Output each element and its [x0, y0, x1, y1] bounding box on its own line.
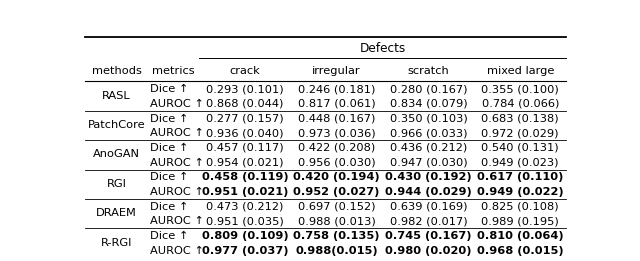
Text: 0.639 (0.169): 0.639 (0.169) — [390, 201, 467, 212]
Text: 0.617 (0.110): 0.617 (0.110) — [477, 172, 563, 182]
Text: Dice ↑: Dice ↑ — [150, 231, 188, 241]
Text: AUROC ↑: AUROC ↑ — [150, 99, 204, 109]
Text: 0.697 (0.152): 0.697 (0.152) — [298, 201, 376, 212]
Text: 0.457 (0.117): 0.457 (0.117) — [206, 143, 284, 153]
Text: AUROC ↑: AUROC ↑ — [150, 187, 204, 197]
Text: RGI: RGI — [106, 179, 127, 189]
Text: AnoGAN: AnoGAN — [93, 150, 140, 159]
Text: 0.350 (0.103): 0.350 (0.103) — [390, 114, 467, 123]
Text: 0.422 (0.208): 0.422 (0.208) — [298, 143, 375, 153]
Text: 0.809 (0.109): 0.809 (0.109) — [202, 231, 288, 241]
Text: 0.972 (0.029): 0.972 (0.029) — [481, 128, 559, 138]
Text: AUROC ↑: AUROC ↑ — [150, 128, 204, 138]
Text: 0.758 (0.135): 0.758 (0.135) — [293, 231, 380, 241]
Text: 0.949 (0.022): 0.949 (0.022) — [477, 187, 563, 197]
Text: irregular: irregular — [312, 66, 361, 75]
Text: AUROC ↑: AUROC ↑ — [150, 158, 204, 168]
Text: 0.448 (0.167): 0.448 (0.167) — [298, 114, 376, 123]
Text: scratch: scratch — [408, 66, 449, 75]
Text: 0.458 (0.119): 0.458 (0.119) — [202, 172, 288, 182]
Text: 0.949 (0.023): 0.949 (0.023) — [481, 158, 559, 168]
Text: 0.936 (0.040): 0.936 (0.040) — [206, 128, 284, 138]
Text: AUROC ↑: AUROC ↑ — [150, 246, 204, 256]
Text: Dice ↑: Dice ↑ — [150, 172, 188, 182]
Text: 0.280 (0.167): 0.280 (0.167) — [390, 84, 467, 94]
Text: AUROC ↑: AUROC ↑ — [150, 216, 204, 226]
Text: 0.277 (0.157): 0.277 (0.157) — [206, 114, 284, 123]
Text: 0.947 (0.030): 0.947 (0.030) — [390, 158, 467, 168]
Text: 0.954 (0.021): 0.954 (0.021) — [206, 158, 284, 168]
Text: Dice ↑: Dice ↑ — [150, 84, 188, 94]
Text: 0.430 (0.192): 0.430 (0.192) — [385, 172, 472, 182]
Text: 0.745 (0.167): 0.745 (0.167) — [385, 231, 472, 241]
Text: metrics: metrics — [152, 66, 195, 75]
Text: RASL: RASL — [102, 91, 131, 101]
Text: 0.355 (0.100): 0.355 (0.100) — [481, 84, 559, 94]
Text: 0.784 (0.066): 0.784 (0.066) — [481, 99, 559, 109]
Text: PatchCore: PatchCore — [88, 120, 145, 130]
Text: crack: crack — [230, 66, 260, 75]
Text: 0.968 (0.015): 0.968 (0.015) — [477, 246, 563, 256]
Text: 0.810 (0.064): 0.810 (0.064) — [477, 231, 563, 241]
Text: 0.436 (0.212): 0.436 (0.212) — [390, 143, 467, 153]
Text: mixed large: mixed large — [486, 66, 554, 75]
Text: 0.952 (0.027): 0.952 (0.027) — [294, 187, 380, 197]
Text: Defects: Defects — [360, 42, 406, 55]
Text: DRAEM: DRAEM — [96, 208, 137, 218]
Text: Dice ↑: Dice ↑ — [150, 143, 188, 153]
Text: 0.473 (0.212): 0.473 (0.212) — [206, 201, 284, 212]
Text: 0.956 (0.030): 0.956 (0.030) — [298, 158, 376, 168]
Text: 0.868 (0.044): 0.868 (0.044) — [206, 99, 284, 109]
Text: 0.977 (0.037): 0.977 (0.037) — [202, 246, 288, 256]
Text: 0.951 (0.035): 0.951 (0.035) — [206, 216, 284, 226]
Text: 0.683 (0.138): 0.683 (0.138) — [481, 114, 559, 123]
Text: 0.540 (0.131): 0.540 (0.131) — [481, 143, 559, 153]
Text: 0.834 (0.079): 0.834 (0.079) — [390, 99, 467, 109]
Text: 0.944 (0.029): 0.944 (0.029) — [385, 187, 472, 197]
Text: 0.988(0.015): 0.988(0.015) — [296, 246, 378, 256]
Text: 0.293 (0.101): 0.293 (0.101) — [206, 84, 284, 94]
Text: 0.973 (0.036): 0.973 (0.036) — [298, 128, 376, 138]
Text: 0.980 (0.020): 0.980 (0.020) — [385, 246, 472, 256]
Text: 0.966 (0.033): 0.966 (0.033) — [390, 128, 467, 138]
Text: R-RGI: R-RGI — [100, 238, 132, 247]
Text: 0.817 (0.061): 0.817 (0.061) — [298, 99, 376, 109]
Text: 0.420 (0.194): 0.420 (0.194) — [293, 172, 380, 182]
Text: 0.246 (0.181): 0.246 (0.181) — [298, 84, 376, 94]
Text: 0.951 (0.021): 0.951 (0.021) — [202, 187, 288, 197]
Text: 0.989 (0.195): 0.989 (0.195) — [481, 216, 559, 226]
Text: 0.982 (0.017): 0.982 (0.017) — [390, 216, 467, 226]
Text: Dice ↑: Dice ↑ — [150, 114, 188, 123]
Text: methods: methods — [92, 66, 141, 75]
Text: Dice ↑: Dice ↑ — [150, 201, 188, 212]
Text: 0.825 (0.108): 0.825 (0.108) — [481, 201, 559, 212]
Text: 0.988 (0.013): 0.988 (0.013) — [298, 216, 376, 226]
